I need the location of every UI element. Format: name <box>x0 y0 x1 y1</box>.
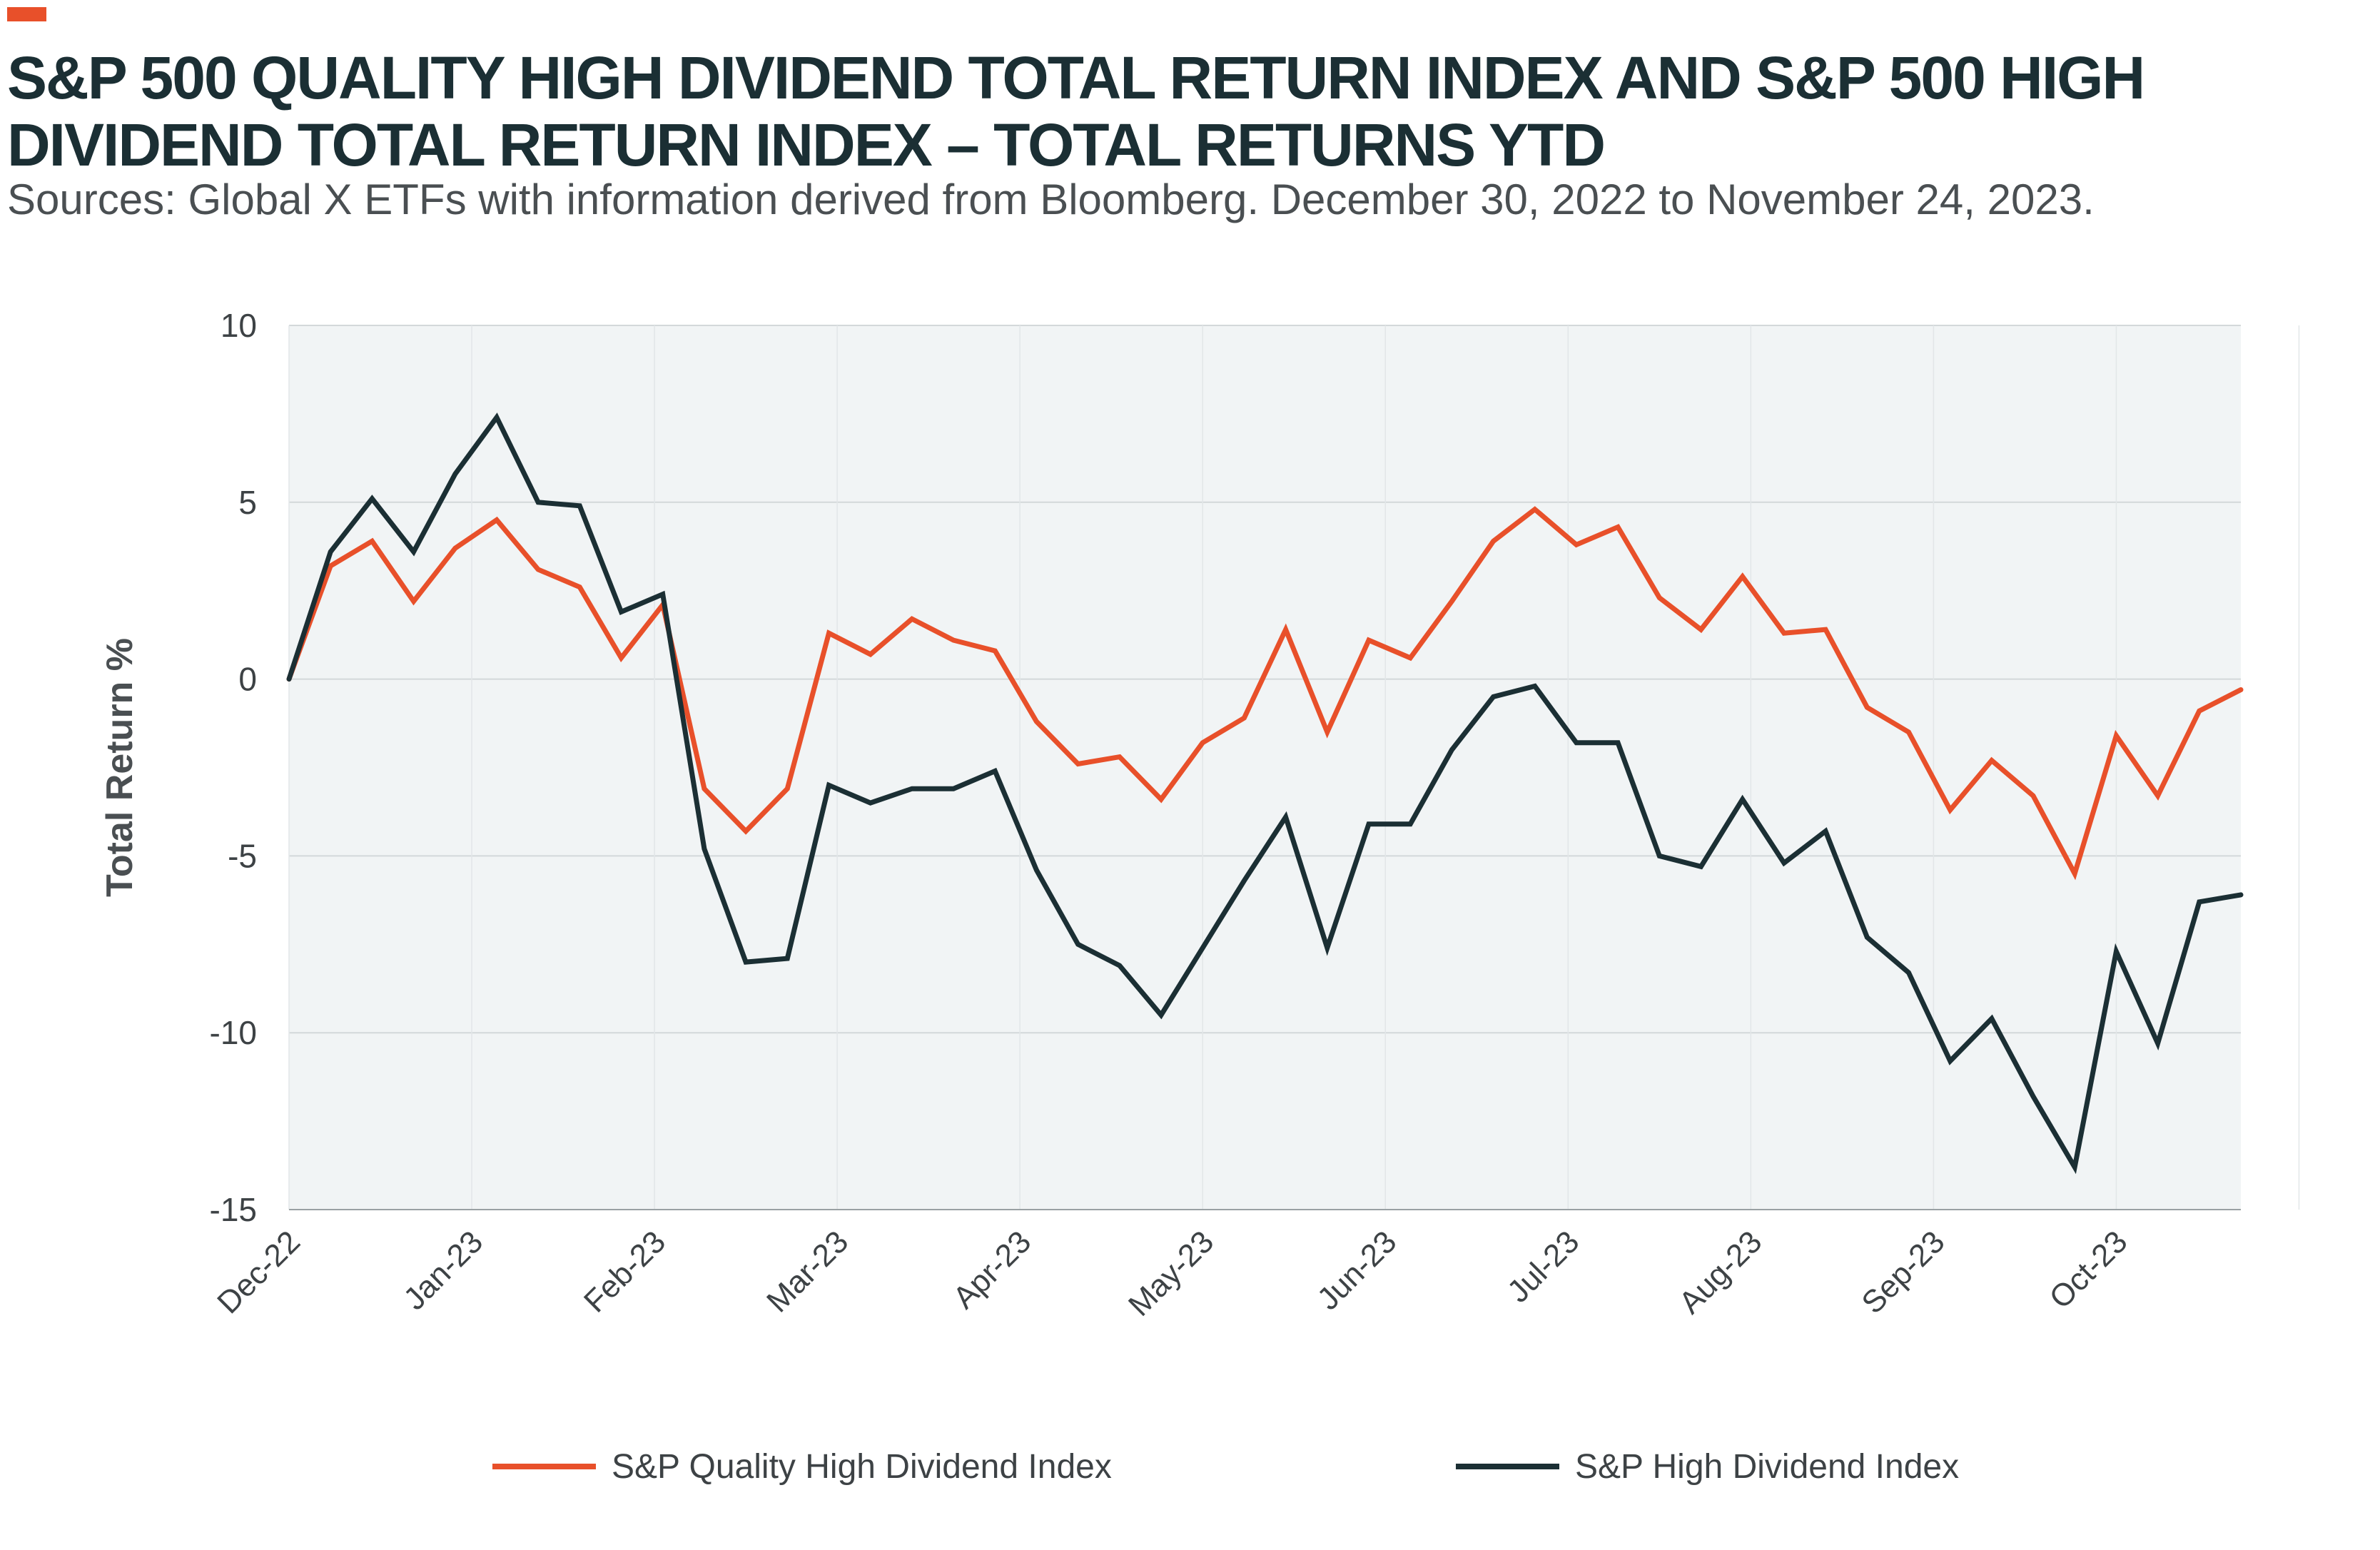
y-tick-label: 0 <box>238 661 257 698</box>
x-tick-label: Apr-23 <box>946 1224 1038 1315</box>
legend-item-quality: S&P Quality High Dividend Index <box>492 1442 1112 1491</box>
x-tick-label: Sep-23 <box>1855 1224 1951 1320</box>
series-line-quality <box>286 506 2244 881</box>
x-tick-label: Oct-23 <box>2042 1224 2134 1315</box>
series-line-highdiv <box>286 412 2244 1175</box>
x-tick-label: May-23 <box>1122 1224 1220 1322</box>
y-tick-label: -15 <box>210 1191 257 1228</box>
accent-bar <box>7 7 46 21</box>
x-tick-label: Jan-23 <box>397 1224 490 1317</box>
y-tick-label: 10 <box>221 307 257 344</box>
x-tick-label: Mar-23 <box>760 1224 855 1319</box>
chart-title: S&P 500 QUALITY HIGH DIVIDEND TOTAL RETU… <box>7 44 2145 178</box>
x-tick-label: Dec-22 <box>211 1224 307 1320</box>
x-tick-label: Aug-23 <box>1672 1224 1768 1320</box>
y-axis-title: Total Return % <box>99 638 141 897</box>
chart-legend: S&P Quality High Dividend Index S&P High… <box>0 1442 2380 1491</box>
legend-item-highdiv: S&P High Dividend Index <box>1456 1442 1959 1491</box>
legend-label-highdiv: S&P High Dividend Index <box>1575 1447 1960 1486</box>
x-tick-label: Feb-23 <box>577 1224 672 1319</box>
x-tick-label: Jun-23 <box>1311 1224 1404 1317</box>
y-tick-label: -10 <box>210 1014 257 1051</box>
plot-area <box>289 325 2241 1210</box>
legend-swatch-highdiv <box>1456 1464 1559 1469</box>
legend-swatch-quality <box>492 1464 596 1469</box>
chart-subtitle: Sources: Global X ETFs with information … <box>7 176 2095 223</box>
y-tick-label: -5 <box>228 837 257 874</box>
legend-label-quality: S&P Quality High Dividend Index <box>612 1447 1112 1486</box>
y-tick-label: 5 <box>238 484 257 521</box>
x-tick-label: Jul-23 <box>1501 1224 1586 1309</box>
